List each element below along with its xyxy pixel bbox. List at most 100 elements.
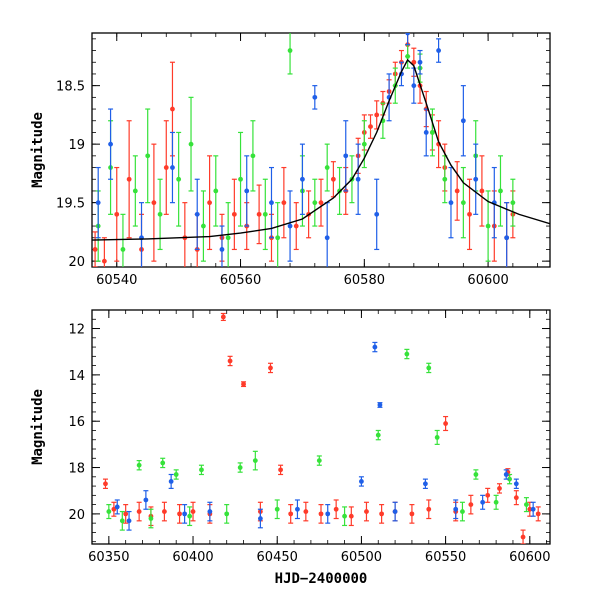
bottom-data-point xyxy=(173,469,179,480)
data-marker xyxy=(257,516,263,521)
bottom-data-point xyxy=(303,501,309,522)
top-data-point xyxy=(132,155,138,227)
bottom-data-point xyxy=(102,478,108,489)
data-marker xyxy=(120,247,126,252)
top-data-point xyxy=(169,131,175,204)
bottom-x-tick-label: 60600 xyxy=(509,550,550,565)
bottom-data-point xyxy=(143,490,149,510)
bottom-data-point xyxy=(274,499,280,520)
data-marker xyxy=(485,492,491,498)
data-marker xyxy=(207,509,213,514)
bottom-data-point xyxy=(278,464,284,476)
data-marker xyxy=(405,33,411,36)
bottom-data-point xyxy=(333,499,339,520)
top-data-point xyxy=(275,202,281,267)
bottom-data-point xyxy=(160,457,166,469)
data-marker xyxy=(268,365,273,371)
bottom-data-point xyxy=(342,506,348,527)
data-marker xyxy=(374,112,380,118)
data-marker xyxy=(278,467,283,473)
data-marker xyxy=(132,188,138,194)
data-marker xyxy=(293,223,299,229)
bottom-data-point xyxy=(453,499,459,520)
data-marker xyxy=(343,153,349,159)
data-marker xyxy=(201,223,206,229)
bottom-x-tick-label: 60400 xyxy=(172,550,213,565)
top-data-point xyxy=(145,108,151,204)
bottom-data-point xyxy=(316,455,322,466)
top-data-point xyxy=(330,161,336,198)
bottom-data-point xyxy=(468,494,474,515)
data-marker xyxy=(507,476,512,482)
top-data-point xyxy=(460,85,466,157)
data-marker xyxy=(173,472,179,477)
data-marker xyxy=(194,211,200,217)
data-marker xyxy=(442,176,448,182)
bottom-axis-ticks xyxy=(91,309,550,544)
top-data-point xyxy=(442,155,448,204)
top-data-point xyxy=(318,178,324,227)
data-marker xyxy=(443,421,449,426)
bottom-data-point xyxy=(267,362,273,374)
bottom-data-point xyxy=(161,501,167,522)
data-marker xyxy=(224,511,230,517)
data-marker xyxy=(423,130,429,135)
data-marker xyxy=(269,200,274,206)
top-data-point xyxy=(176,131,182,227)
top-y-tick-label: 19 xyxy=(68,138,85,153)
data-marker xyxy=(190,509,196,514)
top-data-point xyxy=(497,155,503,227)
data-marker xyxy=(145,153,151,159)
bottom-plot-frame xyxy=(91,309,551,545)
bottom-data-point xyxy=(288,504,294,524)
data-marker xyxy=(426,506,432,512)
data-marker xyxy=(324,165,330,170)
bottom-data-point xyxy=(241,381,247,388)
top-data-point xyxy=(312,178,318,227)
top-data-point xyxy=(244,155,250,227)
data-marker xyxy=(225,235,231,241)
top-light-curve-panel: 60540 60560 60580 60600 18.5 19 19.5 20 Magnit… xyxy=(30,32,551,288)
data-marker xyxy=(460,509,465,514)
data-marker xyxy=(111,506,117,512)
data-marker xyxy=(460,200,466,206)
data-marker xyxy=(151,200,157,206)
data-marker xyxy=(244,188,250,194)
bottom-data-point xyxy=(358,476,364,487)
bottom-y-tick-label: 16 xyxy=(68,415,85,430)
data-marker xyxy=(434,435,440,440)
bottom-data-point xyxy=(168,473,174,489)
bottom-data-point xyxy=(252,450,258,471)
top-data-point xyxy=(473,143,479,215)
bottom-data-point xyxy=(119,510,125,531)
data-marker xyxy=(535,511,541,517)
top-data-point xyxy=(361,120,367,169)
top-data-point xyxy=(454,161,460,221)
top-data-point xyxy=(231,178,237,251)
top-data-point xyxy=(293,202,299,251)
data-marker xyxy=(364,509,369,514)
bottom-data-point xyxy=(257,508,263,529)
bottom-data-point xyxy=(111,501,117,517)
data-marker xyxy=(513,481,519,487)
bottom-data-point xyxy=(123,504,129,524)
bottom-data-point xyxy=(375,429,381,441)
data-marker xyxy=(213,188,219,194)
data-marker xyxy=(510,200,516,206)
data-marker xyxy=(411,59,417,65)
bottom-data-point xyxy=(136,501,142,522)
bottom-x-tick-label: 60350 xyxy=(88,550,129,565)
top-axis-ticks xyxy=(91,33,550,267)
data-marker xyxy=(467,211,472,217)
top-data-point xyxy=(504,202,510,267)
top-data-point xyxy=(194,178,200,251)
data-marker xyxy=(108,141,113,147)
top-y-axis-title: Magnitude xyxy=(30,112,46,188)
top-data-point xyxy=(108,108,114,180)
data-marker xyxy=(454,188,460,194)
data-marker xyxy=(106,509,112,514)
bottom-data-point xyxy=(294,499,300,520)
top-data-point xyxy=(139,202,145,267)
top-data-point xyxy=(355,143,361,215)
data-marker xyxy=(479,188,485,194)
